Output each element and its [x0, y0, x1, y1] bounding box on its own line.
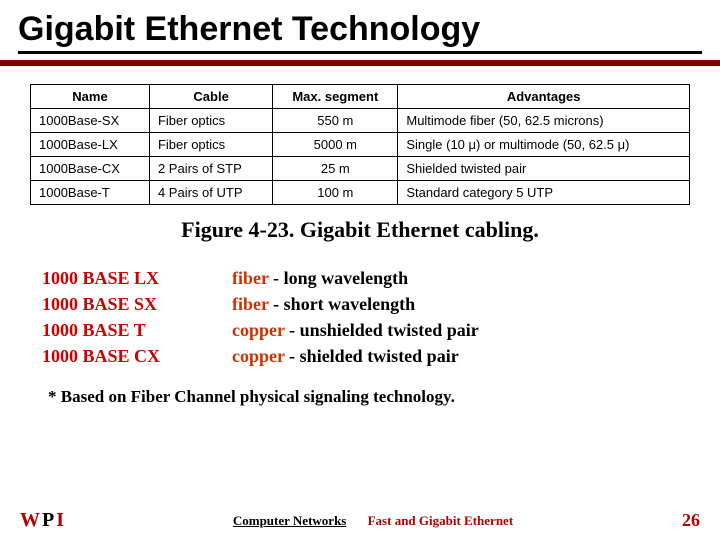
- table-row: 1000Base-SX Fiber optics 550 m Multimode…: [31, 109, 690, 133]
- table-row: 1000Base-T 4 Pairs of UTP 100 m Standard…: [31, 181, 690, 205]
- variant-desc: copper - unshielded twisted pair: [232, 317, 479, 343]
- variant-name: 1000 BASE CX: [42, 343, 232, 369]
- wpi-logo: WPI: [20, 509, 64, 532]
- variant-desc: copper - shielded twisted pair: [232, 343, 459, 369]
- cell: 5000 m: [273, 133, 398, 157]
- logo-i: I: [56, 509, 64, 532]
- variant-text: unshielded twisted pair: [300, 320, 479, 340]
- table-header-row: Name Cable Max. segment Advantages: [31, 85, 690, 109]
- col-cable: Cable: [149, 85, 272, 109]
- logo-p: P: [42, 509, 54, 532]
- variant-row: 1000 BASE CX copper - shielded twisted p…: [42, 343, 678, 369]
- cell: 550 m: [273, 109, 398, 133]
- variant-name: 1000 BASE SX: [42, 291, 232, 317]
- table-row: 1000Base-CX 2 Pairs of STP 25 m Shielded…: [31, 157, 690, 181]
- variant-desc: fiber - long wavelength: [232, 265, 408, 291]
- logo-w: W: [20, 509, 40, 532]
- cell: Fiber optics: [149, 133, 272, 157]
- col-maxseg: Max. segment: [273, 85, 398, 109]
- variant-dash: -: [289, 346, 295, 366]
- variant-text: long wavelength: [284, 268, 409, 288]
- cell: Single (10 μ) or multimode (50, 62.5 μ): [398, 133, 690, 157]
- cell: 2 Pairs of STP: [149, 157, 272, 181]
- variant-dash: -: [289, 320, 295, 340]
- page-title: Gigabit Ethernet Technology: [18, 10, 702, 49]
- cabling-table: Name Cable Max. segment Advantages 1000B…: [30, 84, 690, 205]
- cell: 100 m: [273, 181, 398, 205]
- variant-media: fiber: [232, 294, 269, 314]
- cell: 1000Base-CX: [31, 157, 150, 181]
- variant-media: fiber: [232, 268, 269, 288]
- variant-name: 1000 BASE LX: [42, 265, 232, 291]
- title-underline: Gigabit Ethernet Technology: [18, 10, 702, 54]
- page-number: 26: [682, 510, 700, 531]
- col-name: Name: [31, 85, 150, 109]
- topic-name: Fast and Gigabit Ethernet: [368, 513, 514, 528]
- variant-row: 1000 BASE LX fiber - long wavelength: [42, 265, 678, 291]
- variant-row: 1000 BASE SX fiber - short wavelength: [42, 291, 678, 317]
- variant-text: shielded twisted pair: [300, 346, 459, 366]
- course-name: Computer Networks: [233, 513, 347, 528]
- variant-row: 1000 BASE T copper - unshielded twisted …: [42, 317, 678, 343]
- cell: Shielded twisted pair: [398, 157, 690, 181]
- footer-middle: Computer Networks Fast and Gigabit Ether…: [64, 513, 682, 529]
- variant-dash: -: [273, 294, 279, 314]
- footer: WPI Computer Networks Fast and Gigabit E…: [0, 509, 720, 532]
- cell: Multimode fiber (50, 62.5 microns): [398, 109, 690, 133]
- variant-text: short wavelength: [284, 294, 416, 314]
- cell: Standard category 5 UTP: [398, 181, 690, 205]
- title-bar: Gigabit Ethernet Technology: [0, 0, 720, 66]
- table-row: 1000Base-LX Fiber optics 5000 m Single (…: [31, 133, 690, 157]
- variant-desc: fiber - short wavelength: [232, 291, 415, 317]
- variant-dash: -: [273, 268, 279, 288]
- cell: 25 m: [273, 157, 398, 181]
- cell: 4 Pairs of UTP: [149, 181, 272, 205]
- content-area: Name Cable Max. segment Advantages 1000B…: [0, 66, 720, 407]
- variant-media: copper: [232, 320, 285, 340]
- variant-name: 1000 BASE T: [42, 317, 232, 343]
- footnote: * Based on Fiber Channel physical signal…: [48, 387, 672, 407]
- cell: 1000Base-LX: [31, 133, 150, 157]
- cell: Fiber optics: [149, 109, 272, 133]
- variant-list: 1000 BASE LX fiber - long wavelength 100…: [42, 265, 678, 369]
- figure-caption: Figure 4-23. Gigabit Ethernet cabling.: [30, 217, 690, 243]
- variant-media: copper: [232, 346, 285, 366]
- col-advantages: Advantages: [398, 85, 690, 109]
- cell: 1000Base-T: [31, 181, 150, 205]
- cell: 1000Base-SX: [31, 109, 150, 133]
